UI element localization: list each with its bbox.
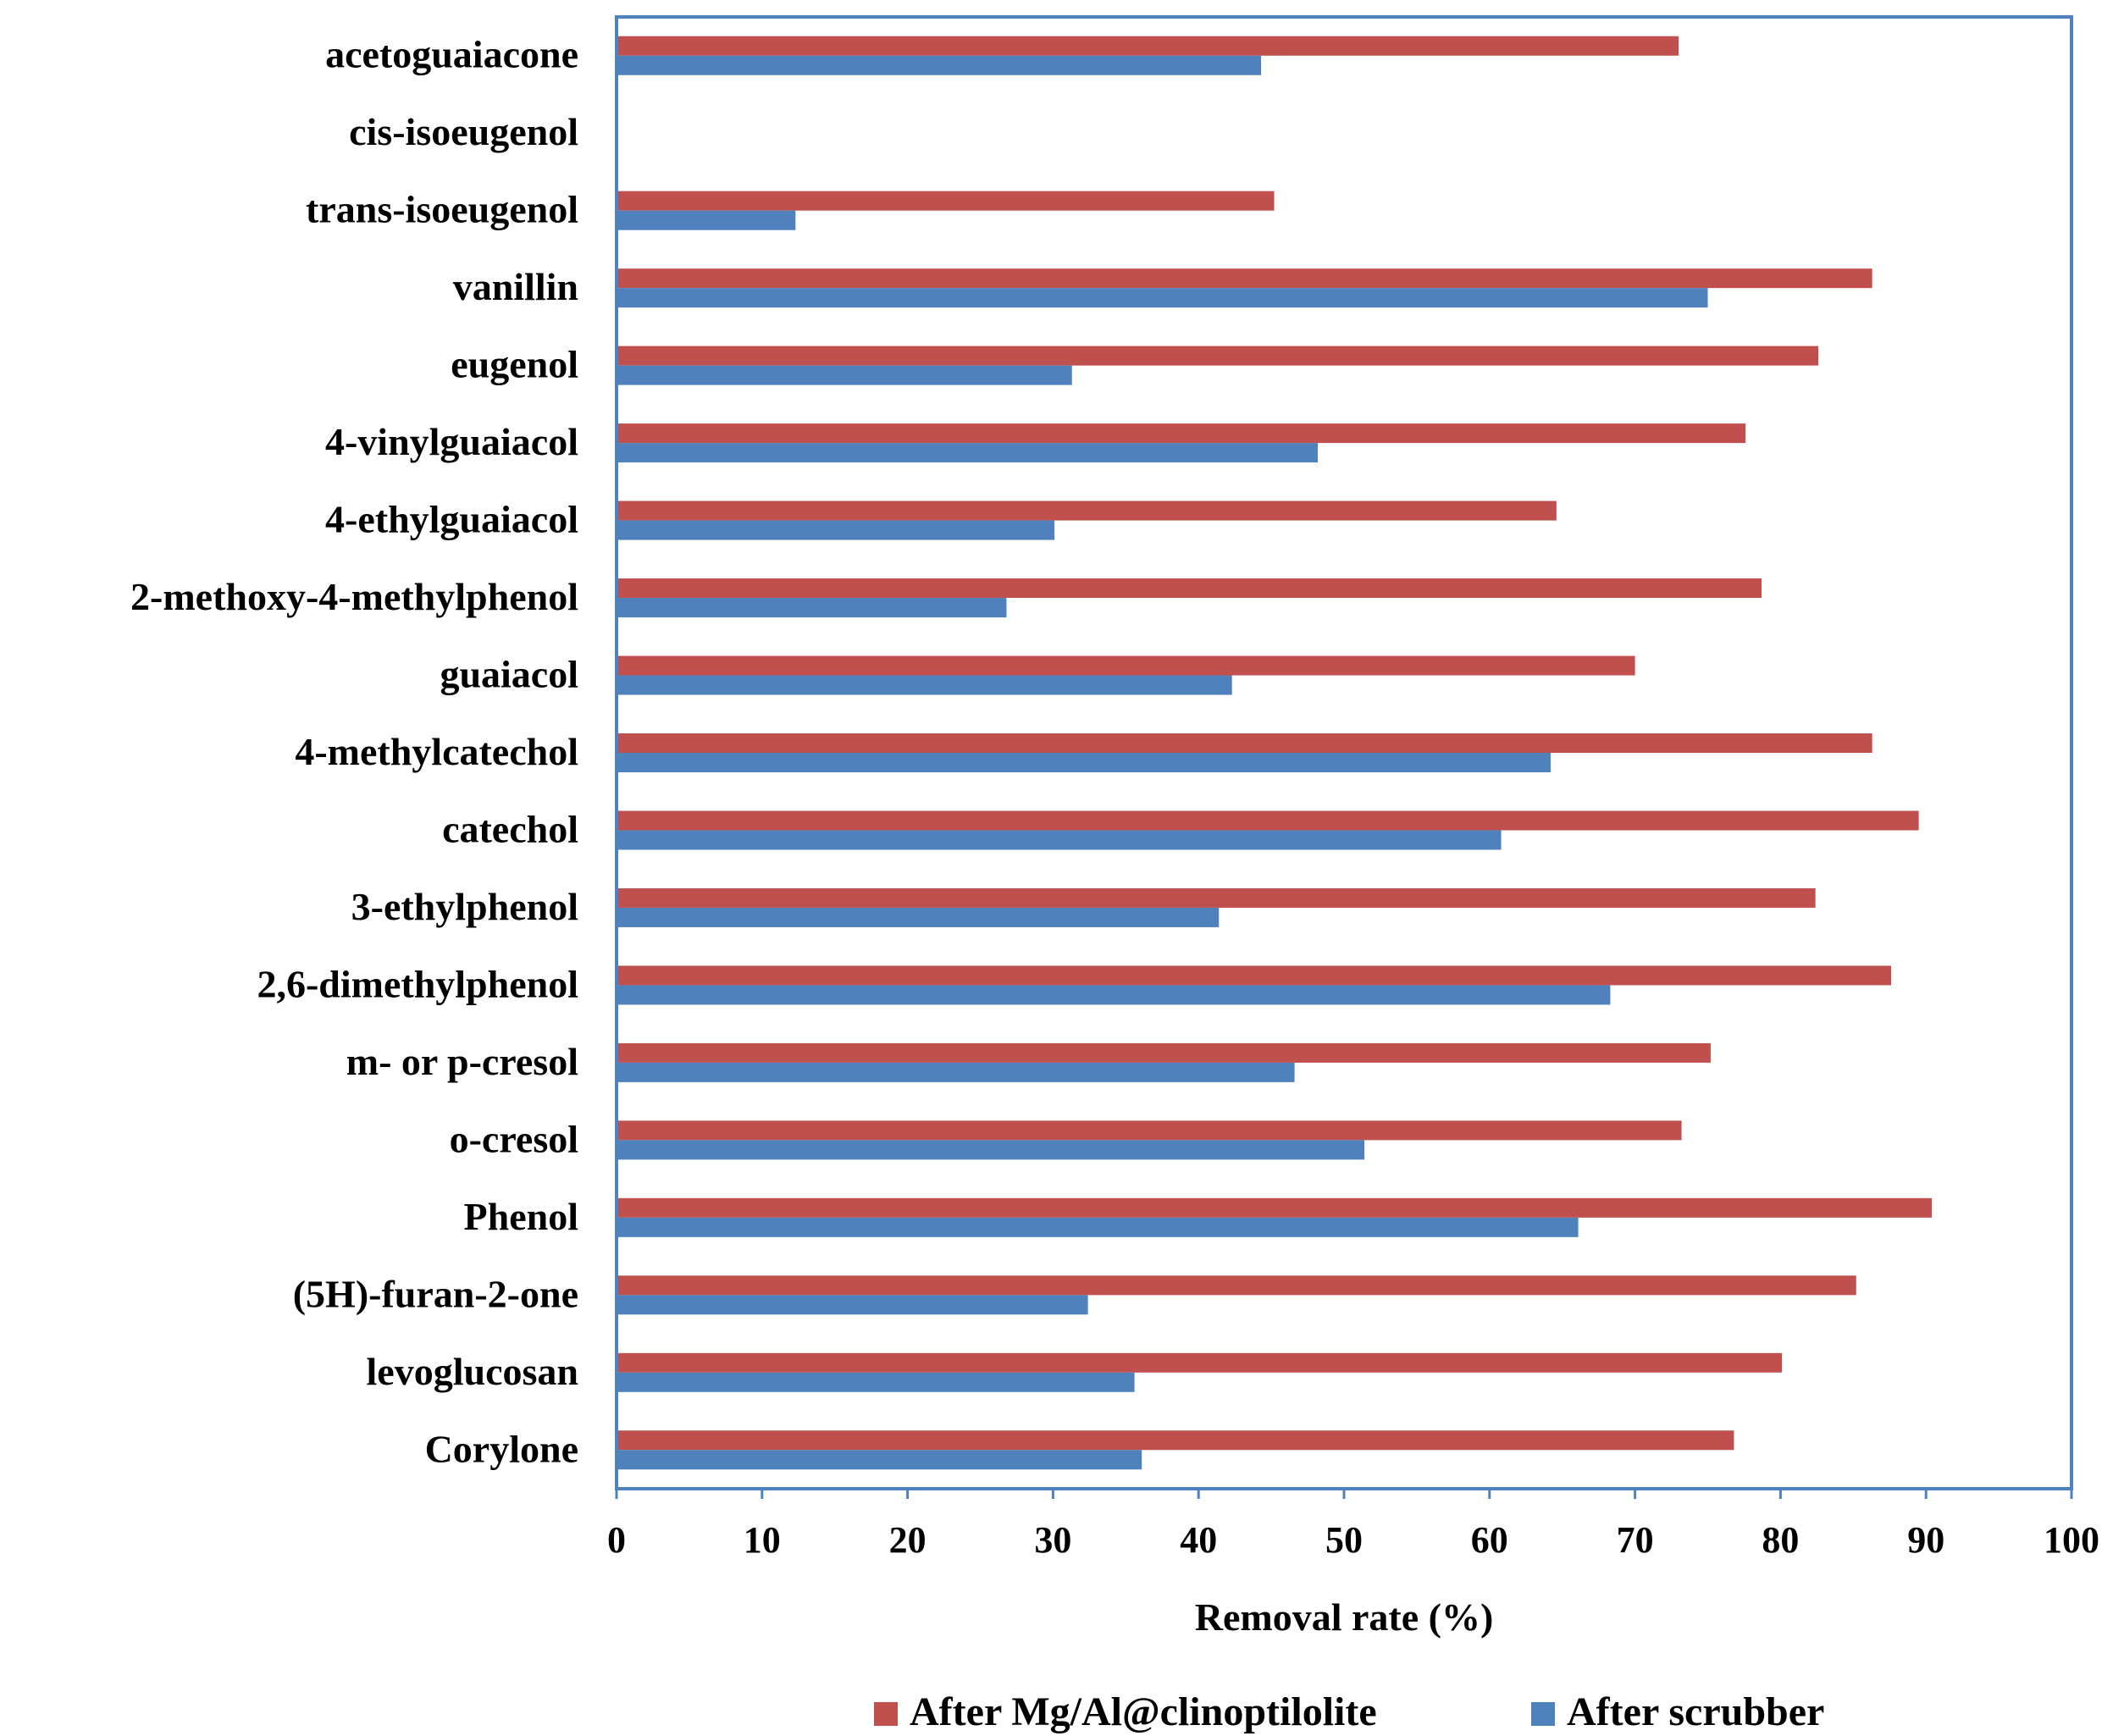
category-label: 2-methoxy-4-methylphenol: [130, 575, 578, 618]
category-label: cis-isoeugenol: [349, 110, 578, 153]
category-label: acetoguaiacone: [325, 33, 578, 76]
bar-after-scrubber: [618, 288, 1708, 308]
bar-mg-al-clinoptilolite: [618, 268, 1872, 289]
bar-mg-al-clinoptilolite: [618, 733, 1872, 753]
legend-swatch-after-scrubber: [1531, 1702, 1555, 1726]
bar-mg-al-clinoptilolite: [618, 965, 1891, 986]
x-tick-label: 100: [2044, 1519, 2099, 1561]
x-axis-ticks: 0 10 20 30 40 50 60 70 80 90 100: [607, 1489, 2099, 1561]
bar-mg-al-clinoptilolite: [618, 655, 1635, 676]
bar-after-scrubber: [618, 365, 1072, 385]
category-label: o-cresol: [450, 1117, 578, 1160]
bar-mg-al-clinoptilolite: [618, 500, 1557, 521]
bars-group: [618, 36, 1933, 1470]
bar-after-scrubber: [618, 1372, 1135, 1392]
category-label: 4-methylcatechol: [295, 730, 578, 773]
category-label: (5H)-furan-2-one: [293, 1272, 578, 1315]
x-tick-label: 0: [607, 1519, 626, 1561]
category-label: 2,6-dimethylphenol: [257, 962, 578, 1005]
bar-after-scrubber: [618, 598, 1007, 618]
bar-after-scrubber: [618, 55, 1262, 75]
bar-mg-al-clinoptilolite: [618, 1120, 1682, 1141]
bar-after-scrubber: [618, 830, 1502, 850]
bar-after-scrubber: [618, 443, 1319, 463]
bar-after-scrubber: [618, 520, 1055, 540]
x-tick-label: 40: [1180, 1519, 1217, 1561]
category-label: catechol: [442, 807, 578, 850]
category-label: trans-isoeugenol: [306, 188, 578, 231]
legend-label: After scrubber: [1567, 1689, 1824, 1734]
category-label: 4-vinylguaiacol: [325, 420, 578, 463]
x-tick-label: 90: [1907, 1519, 1944, 1561]
x-tick-label: 80: [1762, 1519, 1799, 1561]
category-label: Phenol: [464, 1195, 578, 1238]
x-tick-label: 60: [1471, 1519, 1508, 1561]
category-label: levoglucosan: [367, 1350, 578, 1393]
bar-mg-al-clinoptilolite: [618, 423, 1746, 444]
bar-mg-al-clinoptilolite: [618, 1197, 1933, 1218]
x-tick-label: 50: [1325, 1519, 1363, 1561]
category-label: m- or p-cresol: [346, 1040, 578, 1083]
bar-after-scrubber: [618, 675, 1232, 695]
category-label: vanillin: [453, 265, 578, 308]
category-label: Corylone: [425, 1427, 578, 1470]
category-label: 3-ethylphenol: [351, 885, 578, 928]
category-label: 4-ethylguaiacol: [325, 498, 578, 541]
legend-label: After Mg/Al@clinoptilolite: [910, 1689, 1377, 1734]
x-tick-label: 30: [1034, 1519, 1071, 1561]
bar-mg-al-clinoptilolite: [618, 1042, 1711, 1063]
category-label: guaiacol: [440, 653, 578, 696]
bar-after-scrubber: [618, 907, 1220, 927]
bar-mg-al-clinoptilolite: [618, 578, 1762, 599]
bar-mg-al-clinoptilolite: [618, 810, 1919, 831]
legend: After Mg/Al@clinoptilolite After scrubber: [874, 1689, 1824, 1734]
bar-mg-al-clinoptilolite: [618, 346, 1819, 366]
legend-swatch-mg-al-clinoptilolite: [874, 1702, 898, 1726]
bar-after-scrubber: [618, 1217, 1579, 1237]
category-labels: acetoguaiacone cis-isoeugenol trans-isoeug…: [130, 33, 578, 1471]
x-tick-label: 20: [889, 1519, 927, 1561]
bar-mg-al-clinoptilolite: [618, 887, 1816, 908]
x-tick-label: 10: [744, 1519, 781, 1561]
bar-after-scrubber: [618, 1450, 1142, 1470]
bar-mg-al-clinoptilolite: [618, 1430, 1734, 1451]
bar-after-scrubber: [618, 1140, 1365, 1160]
bar-after-scrubber: [618, 1062, 1295, 1082]
bar-after-scrubber: [618, 1295, 1088, 1315]
bar-mg-al-clinoptilolite: [618, 1352, 1783, 1373]
bar-after-scrubber: [618, 753, 1551, 772]
bar-mg-al-clinoptilolite: [618, 191, 1275, 211]
bar-after-scrubber: [618, 210, 796, 230]
bar-mg-al-clinoptilolite: [618, 36, 1679, 56]
x-axis-title: Removal rate (%): [1195, 1595, 1494, 1639]
bar-after-scrubber: [618, 985, 1611, 1005]
bar-mg-al-clinoptilolite: [618, 1275, 1856, 1296]
category-label: eugenol: [451, 343, 578, 386]
x-tick-label: 70: [1617, 1519, 1654, 1561]
